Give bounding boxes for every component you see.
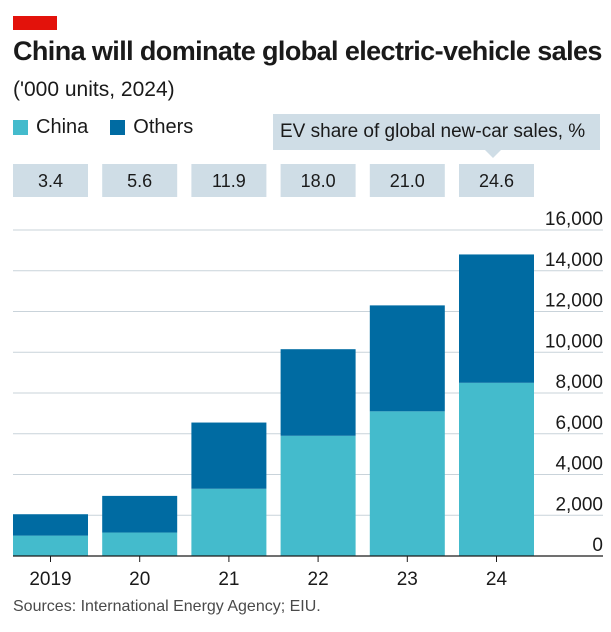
- bar-others: [459, 254, 534, 383]
- x-tick-label: 22: [308, 569, 329, 590]
- ev-share-value: 11.9: [212, 171, 246, 191]
- source-note: Sources: International Energy Agency; EI…: [13, 598, 321, 615]
- ev-share-box: [13, 164, 88, 197]
- bar-china: [369, 411, 445, 556]
- x-tick-label: 2019: [29, 569, 71, 590]
- legend-label-others: Others: [133, 116, 194, 138]
- y-tick-label: 2,000: [555, 494, 603, 515]
- legend-label-china: China: [36, 116, 89, 138]
- ev-share-value: 18.0: [301, 171, 336, 191]
- legend-item-china: China: [13, 116, 88, 139]
- ev-share-value: 3.4: [38, 171, 63, 191]
- ev-share-value: 5.6: [127, 171, 152, 191]
- legend-swatch-others: [110, 120, 126, 135]
- y-tick-label: 6,000: [555, 413, 603, 434]
- bar-others: [280, 349, 356, 436]
- brand-red-tag: [13, 16, 57, 30]
- ev-share-box: [102, 164, 178, 197]
- bar-others: [102, 495, 178, 533]
- y-tick-label: 8,000: [555, 372, 603, 393]
- x-tick-label: 23: [397, 569, 418, 590]
- x-tick-label: 20: [129, 569, 150, 590]
- ev-share-box: [369, 164, 445, 197]
- chart-subtitle: ('000 units, 2024): [13, 78, 175, 101]
- x-tick-label: 24: [486, 569, 508, 590]
- bar-others: [369, 305, 445, 412]
- ev-share-box: [191, 164, 267, 197]
- chart-title: China will dominate global electric-vehi…: [13, 36, 602, 66]
- x-tick-label: 21: [218, 569, 239, 590]
- bar-others: [13, 514, 88, 536]
- ev-share-label: EV share of global new-car sales, %: [273, 114, 600, 158]
- bar-china: [191, 488, 267, 556]
- bar-china: [13, 535, 88, 556]
- bar-china: [102, 532, 178, 556]
- ev-share-value: 21.0: [390, 171, 425, 191]
- y-tick-label: 10,000: [545, 331, 603, 352]
- legend: China Others: [13, 116, 215, 139]
- y-tick-label: 0: [592, 535, 603, 556]
- bar-others: [191, 422, 267, 489]
- bar-china: [459, 382, 534, 556]
- ev-share-value: 24.6: [479, 171, 514, 191]
- bar-china: [280, 435, 356, 556]
- y-tick-label: 4,000: [555, 454, 603, 475]
- legend-item-others: Others: [110, 116, 193, 139]
- y-tick-label: 16,000: [545, 209, 603, 230]
- y-tick-label: 12,000: [545, 291, 603, 312]
- ev-share-box: [280, 164, 356, 197]
- legend-swatch-china: [13, 120, 28, 135]
- y-tick-label: 14,000: [545, 250, 603, 271]
- ev-share-box: [459, 164, 534, 197]
